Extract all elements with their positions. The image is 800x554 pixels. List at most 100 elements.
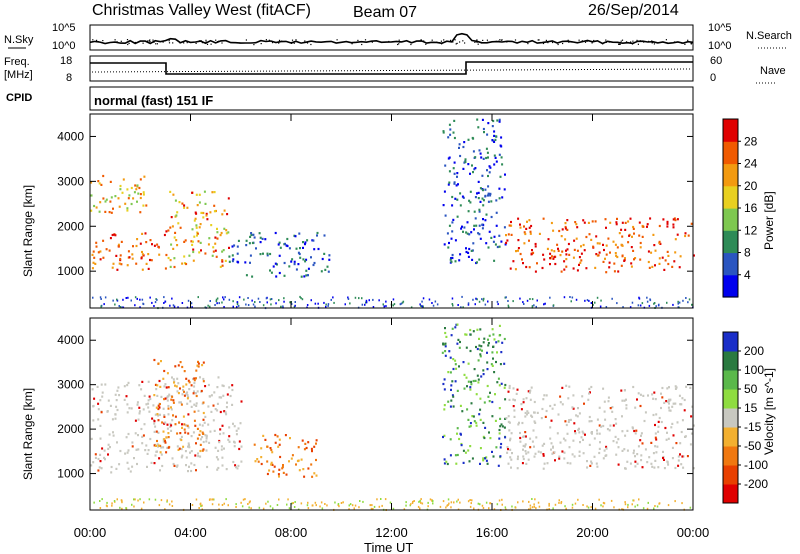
- echo-cell: [515, 250, 517, 253]
- echo-cell: [158, 379, 161, 383]
- echo-cell: [507, 420, 510, 423]
- nsearch-point: [651, 40, 653, 42]
- echo-cell: [137, 434, 139, 437]
- echo-cell: [466, 232, 469, 235]
- echo-cell: [529, 298, 531, 300]
- echo-cell: [678, 301, 681, 304]
- echo-cell: [177, 364, 180, 367]
- echo-cell: [571, 506, 574, 509]
- echo-cell: [191, 228, 194, 231]
- echo-cell: [421, 305, 423, 308]
- nsearch-point: [581, 41, 583, 43]
- echo-cell: [417, 505, 420, 508]
- echo-cell: [156, 450, 158, 453]
- echo-cell: [202, 216, 205, 219]
- echo-cell: [176, 445, 179, 448]
- echo-cell: [104, 458, 106, 461]
- echo-cell: [469, 172, 471, 175]
- echo-cell: [159, 385, 162, 388]
- echo-cell: [171, 500, 173, 503]
- echo-cell: [685, 385, 688, 388]
- echo-cell: [166, 399, 169, 402]
- echo-cell: [189, 451, 191, 454]
- echo-cell: [420, 304, 422, 307]
- echo-cell: [237, 464, 240, 467]
- echo-cell: [252, 233, 255, 236]
- echo-cell: [443, 434, 446, 437]
- nsearch-point: [154, 40, 156, 42]
- echo-cell: [196, 437, 199, 440]
- echo-cell: [541, 266, 544, 270]
- nsearch-point: [499, 39, 501, 41]
- echo-cell: [487, 122, 490, 125]
- echo-cell: [175, 239, 178, 242]
- echo-cell: [509, 456, 512, 459]
- echo-cell: [282, 305, 284, 308]
- echo-cell: [118, 463, 121, 466]
- nave-trace: [91, 68, 693, 73]
- echo-cell: [140, 507, 143, 510]
- nsearch-point: [126, 39, 129, 41]
- echo-cell: [456, 432, 458, 435]
- nsearch-point: [527, 43, 529, 45]
- echo-cell: [460, 444, 463, 447]
- echo-cell: [669, 409, 672, 412]
- echo-cell: [447, 246, 450, 249]
- echo-cell: [237, 304, 240, 307]
- nsearch-point: [295, 39, 297, 41]
- echo-cell: [183, 428, 186, 431]
- echo-cell: [472, 298, 474, 301]
- nsearch-point: [201, 42, 204, 44]
- echo-cell: [190, 450, 193, 453]
- echo-cell: [158, 253, 161, 256]
- echo-cell: [316, 234, 318, 237]
- nsearch-point: [102, 40, 104, 42]
- echo-cell: [217, 449, 220, 452]
- echo-cell: [443, 408, 446, 411]
- echo-cell: [251, 299, 253, 302]
- echo-cell: [528, 500, 530, 503]
- echo-cell: [181, 423, 183, 426]
- echo-cell: [114, 413, 117, 416]
- echo-cell: [206, 218, 209, 221]
- nsearch-point: [639, 40, 641, 42]
- echo-cell: [592, 303, 594, 306]
- echo-cell: [541, 444, 544, 447]
- echo-cell: [605, 447, 608, 450]
- echo-cell: [412, 500, 414, 503]
- echo-cell: [668, 402, 670, 405]
- echo-cell: [369, 504, 371, 507]
- nsearch-point: [665, 39, 667, 41]
- echo-cell: [609, 424, 612, 427]
- echo-cell: [468, 247, 471, 251]
- echo-cell: [105, 504, 108, 507]
- echo-cell: [596, 432, 599, 435]
- nsearch-point: [545, 39, 547, 41]
- echo-cell: [171, 505, 174, 507]
- echo-cell: [249, 261, 251, 264]
- colorbar-tick-label: 8: [744, 246, 751, 260]
- echo-cell: [482, 157, 485, 160]
- echo-cell: [527, 451, 530, 454]
- echo-cell: [266, 472, 269, 476]
- nsearch-point: [462, 40, 464, 42]
- echo-cell: [110, 471, 113, 474]
- echo-cell: [663, 268, 666, 271]
- echo-cell: [449, 133, 452, 136]
- echo-cell: [531, 305, 534, 308]
- echo-cell: [174, 365, 177, 368]
- echo-cell: [126, 207, 129, 210]
- echo-cell: [581, 430, 584, 433]
- echo-cell: [293, 263, 296, 266]
- echo-cell: [525, 227, 528, 230]
- echo-cell: [290, 303, 293, 305]
- nsearch-point: [568, 41, 570, 43]
- echo-cell: [262, 507, 265, 510]
- echo-cell: [505, 241, 508, 244]
- echo-cell: [496, 119, 499, 122]
- echo-cell: [101, 395, 104, 398]
- echo-cell: [187, 426, 190, 429]
- echo-cell: [444, 164, 447, 167]
- echo-cell: [475, 393, 478, 396]
- echo-cell: [631, 426, 634, 429]
